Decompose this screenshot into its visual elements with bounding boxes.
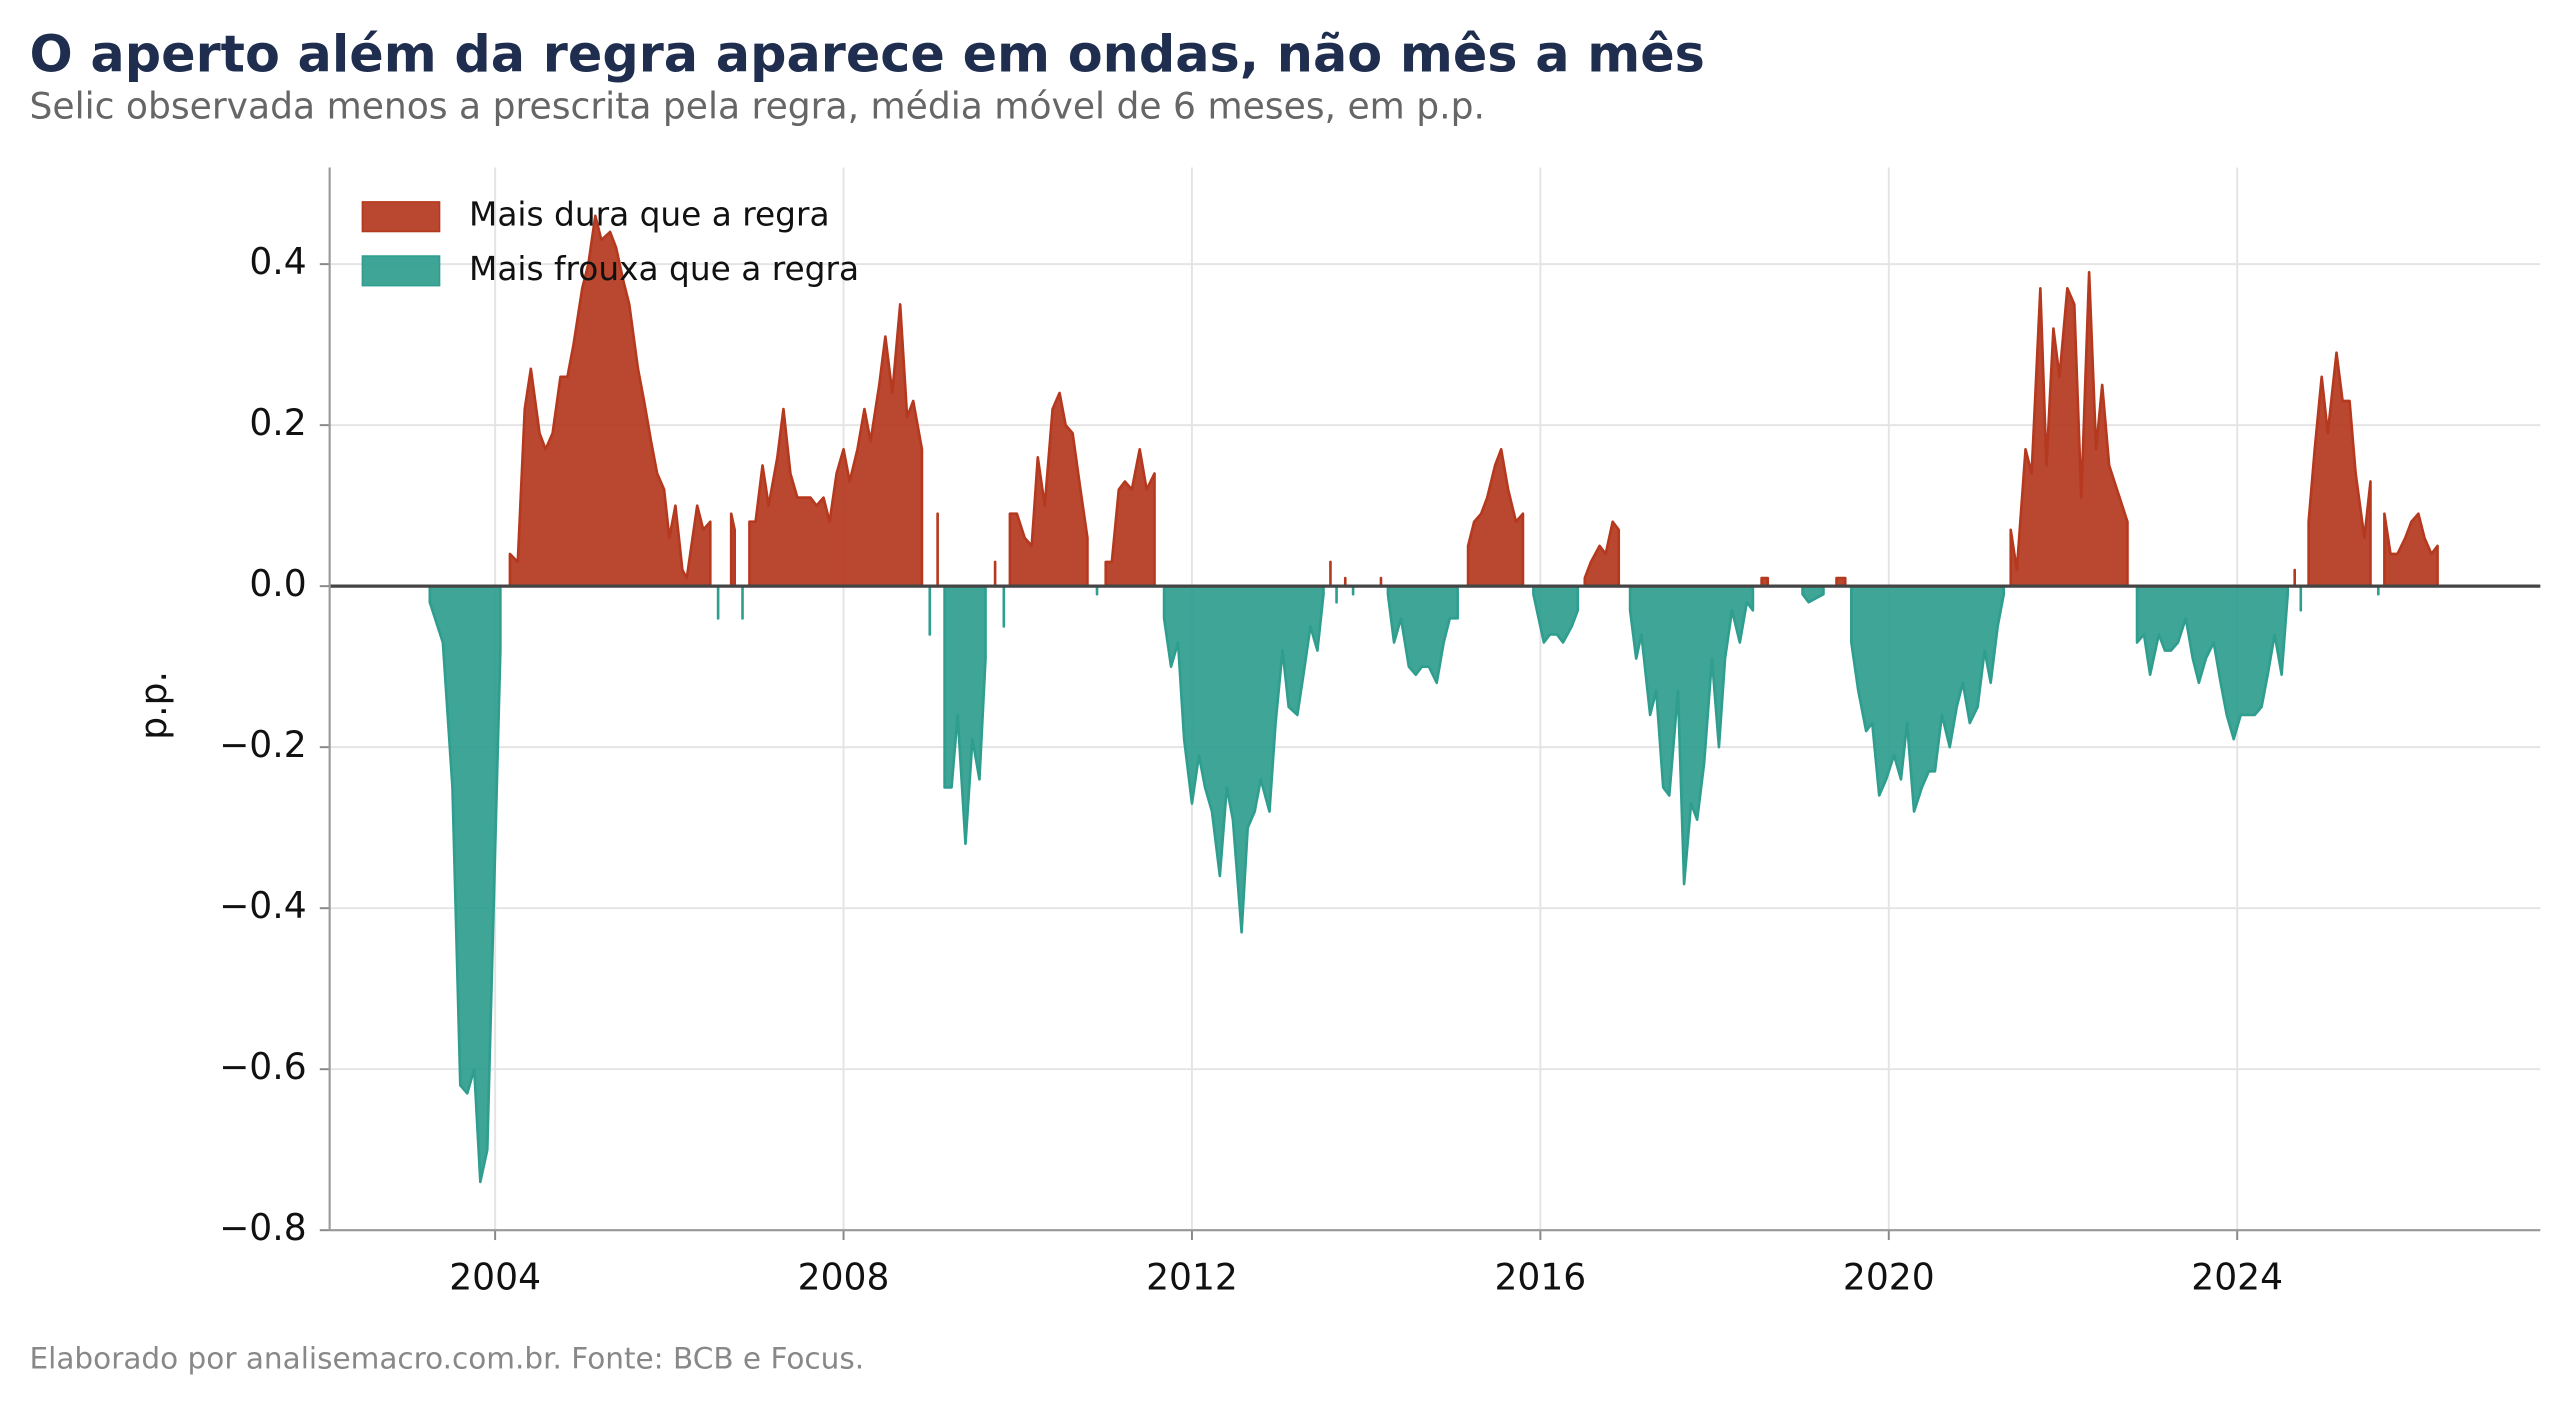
y-axis-label: p.p. <box>133 671 175 740</box>
legend-swatch <box>361 201 441 233</box>
area-tight <box>1466 447 1525 588</box>
y-tick-label: −0.8 <box>219 1207 307 1249</box>
area-loose <box>1162 584 1325 934</box>
area-loose <box>1801 584 1825 604</box>
area-loose <box>1850 584 2006 813</box>
area-loose <box>1386 584 1459 685</box>
area-tight <box>1008 391 1089 588</box>
y-tick-label: −0.4 <box>219 885 307 927</box>
area-tight <box>1583 520 1621 588</box>
y-tick-label: −0.2 <box>219 724 307 766</box>
y-tick-label: −0.6 <box>219 1046 307 1088</box>
area-tight <box>2383 512 2439 588</box>
x-tick-label: 2024 <box>2191 1256 2283 1298</box>
x-tick-label: 2020 <box>1843 1256 1935 1298</box>
area-tight <box>2307 351 2372 588</box>
area-tight <box>729 512 736 588</box>
area-tight <box>1104 447 1156 588</box>
y-tick-label: 0.0 <box>249 563 306 605</box>
x-tick-label: 2004 <box>449 1256 541 1298</box>
legend-label: Mais dura que a regra <box>469 196 830 234</box>
x-tick-label: 2008 <box>798 1256 890 1298</box>
area-loose <box>428 584 502 1184</box>
area-tight <box>508 214 712 588</box>
area-loose <box>2135 584 2290 741</box>
legend-label: Mais frouxa que a regra <box>469 250 859 288</box>
area-loose <box>1628 584 1755 886</box>
area-tight <box>748 303 924 588</box>
area-loose <box>943 584 987 846</box>
area-loose <box>1532 584 1580 644</box>
x-tick-label: 2012 <box>1146 1256 1238 1298</box>
chart-subtitle: Selic observada menos a prescrita pela r… <box>30 85 1485 127</box>
footer: Elaborado por analisemacro.com.br. Fonte… <box>30 1341 865 1375</box>
y-tick-label: 0.2 <box>249 402 306 444</box>
legend-swatch <box>361 255 441 287</box>
chart-title: O aperto além da regra aparece em ondas,… <box>30 25 1705 84</box>
x-tick-label: 2016 <box>1494 1256 1586 1298</box>
area-tight <box>2009 270 2129 588</box>
y-tick-label: 0.4 <box>249 241 306 283</box>
